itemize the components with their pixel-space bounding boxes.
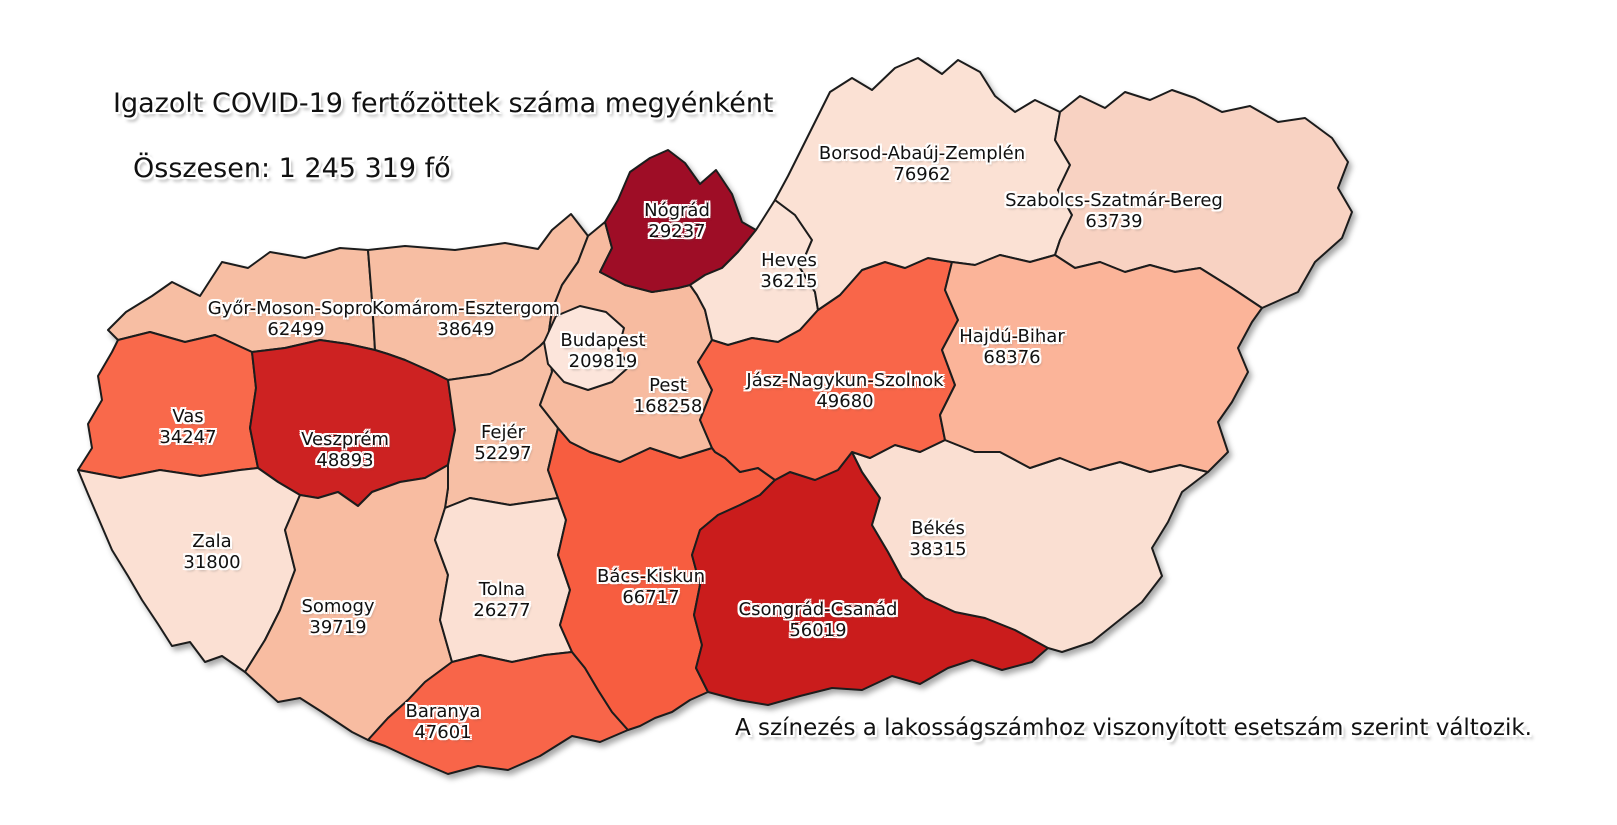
county-shape-tolna [434,497,573,663]
county-shape-vas [77,331,259,479]
county-shape-baranya [367,651,629,775]
county-shape-szabolcs-szatmar-bereg [1054,89,1353,309]
county-shape-hajdu-bihar [939,254,1263,473]
county-shape-budapest [543,305,631,391]
counties-layer [77,57,1353,775]
